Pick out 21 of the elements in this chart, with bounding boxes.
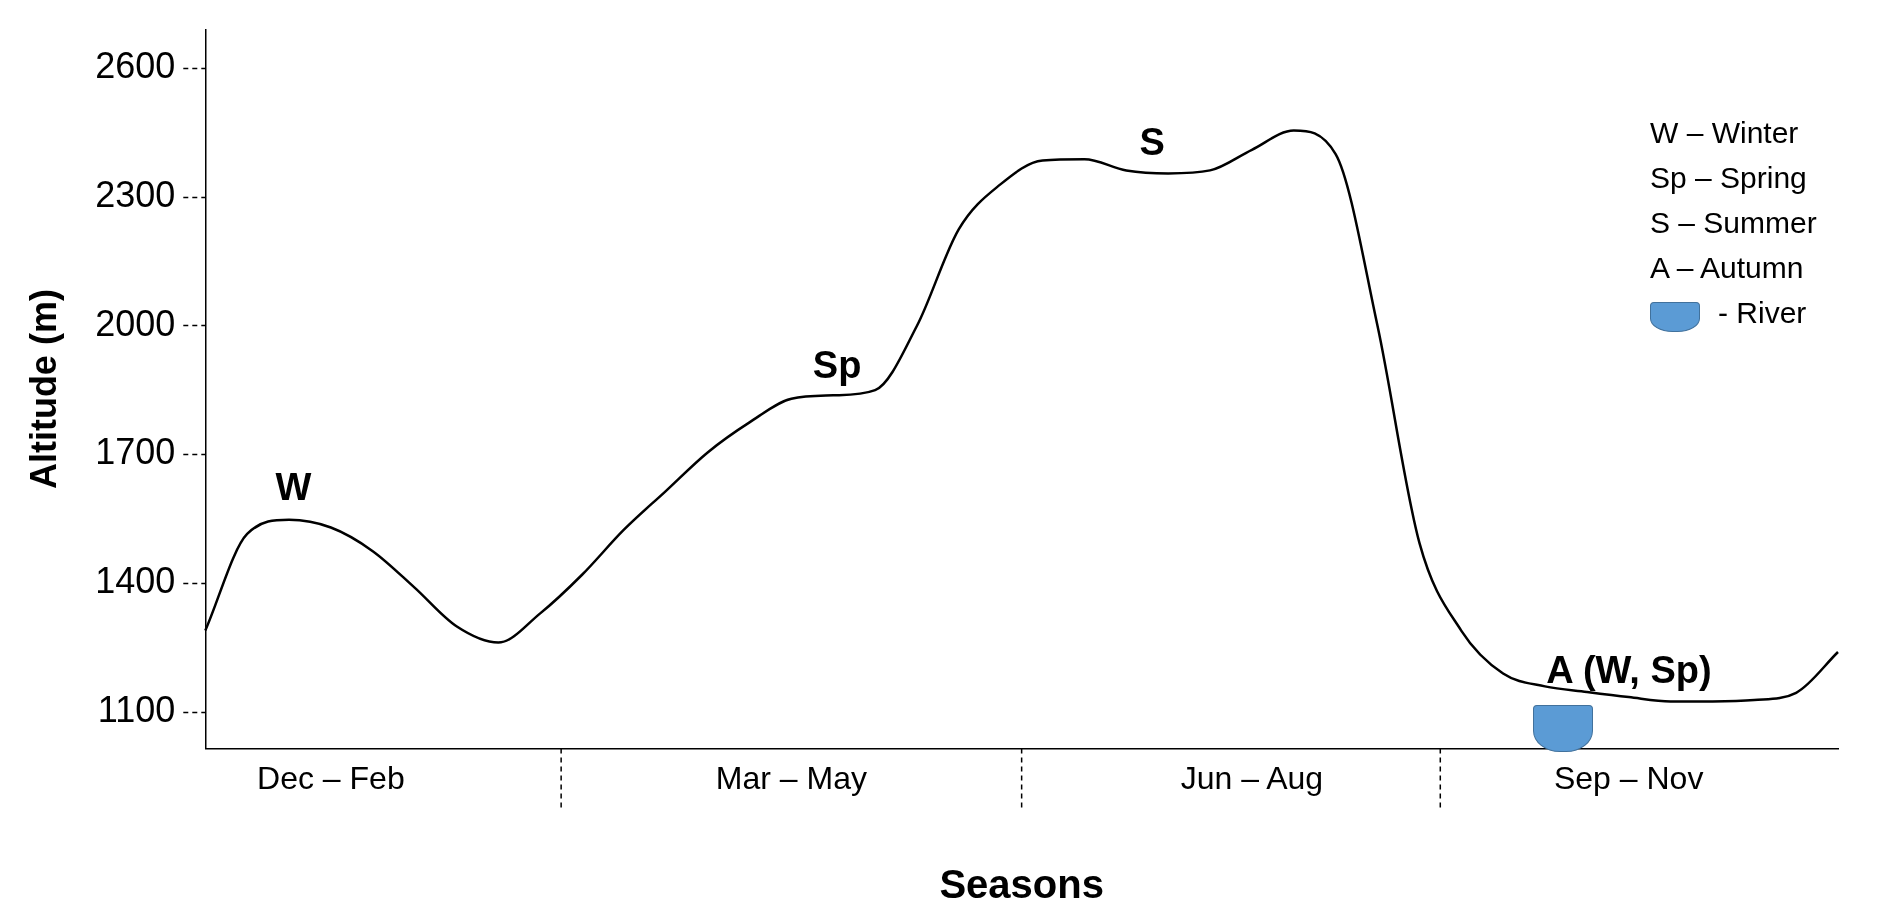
y-tick-label: 2000 (95, 302, 176, 344)
annotation: A – Autumn (1650, 250, 1805, 286)
x-tick-label: Jun – Aug (1180, 759, 1324, 796)
x-tick-label: Dec – Feb (257, 759, 405, 796)
y-tick-label: 2600 (95, 45, 176, 87)
x-axis-title: Seasons (939, 862, 1104, 907)
y-tick-label: 1100 (97, 689, 176, 731)
annotation: A (W, Sp) (1546, 648, 1712, 691)
annotation: Sp – Spring (1650, 160, 1808, 196)
annotation: S (1139, 120, 1165, 163)
y-tick-label: 1400 (95, 560, 176, 602)
annotation: Sp (812, 344, 862, 387)
annotation: W – Winter (1650, 115, 1800, 151)
annotation: S – Summer (1650, 205, 1817, 241)
annotation: W (275, 466, 312, 509)
y-axis-title: Altitude (m) (22, 289, 64, 490)
x-tick-label: Sep – Nov (1553, 759, 1704, 796)
y-tick-label: 1700 (95, 431, 176, 473)
y-tick-label: 2300 (95, 173, 176, 215)
annotation: - River (1717, 295, 1808, 331)
x-tick-label: Mar – May (715, 759, 867, 796)
